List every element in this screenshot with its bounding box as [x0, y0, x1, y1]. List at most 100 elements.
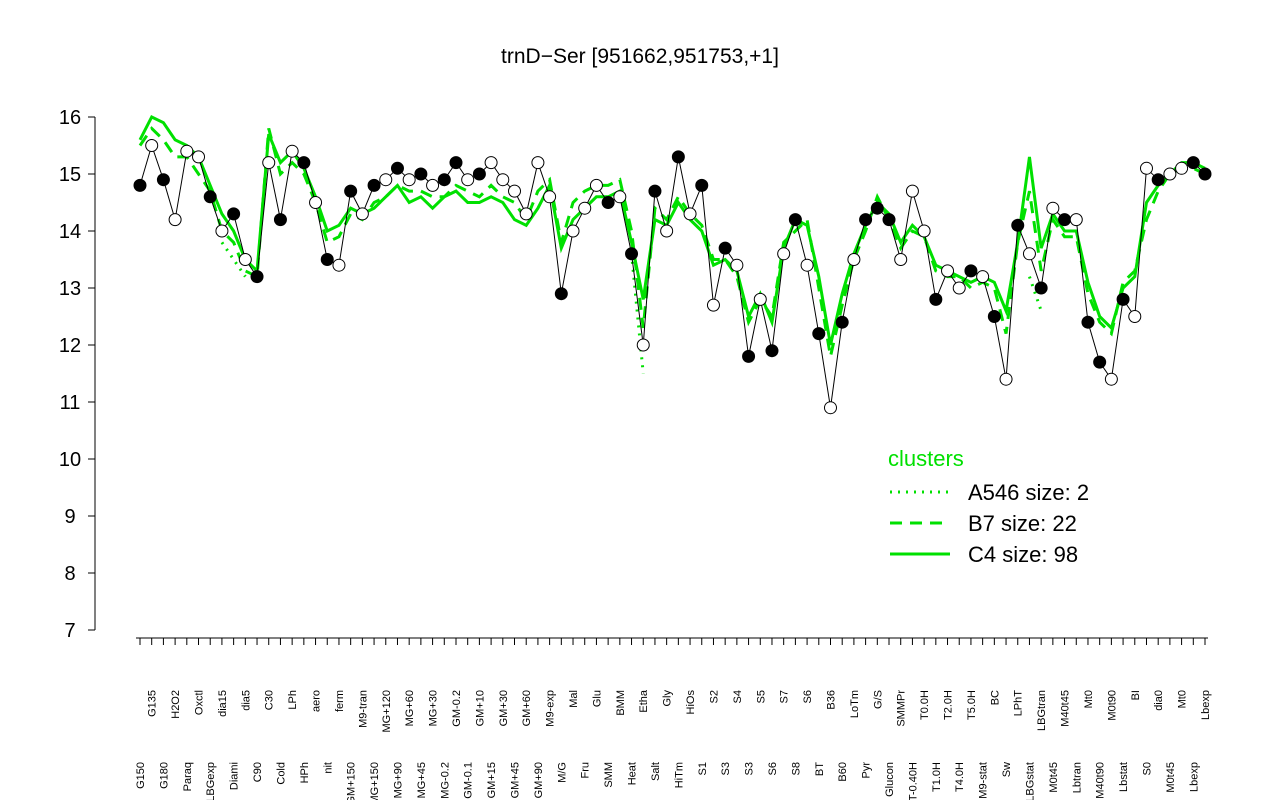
x-tick-label: S5 — [755, 690, 767, 703]
y-tick-label: 15 — [59, 164, 81, 186]
data-point — [765, 344, 779, 358]
x-tick-label: LBGstat — [1024, 762, 1036, 800]
data-point — [625, 247, 639, 261]
data-point — [777, 247, 791, 261]
x-tick-label: S3 — [744, 762, 756, 775]
x-tick-label: GM+45 — [510, 762, 522, 798]
data-point — [1093, 355, 1107, 369]
data-point — [168, 213, 182, 227]
data-point — [1151, 173, 1165, 187]
data-point — [613, 190, 627, 204]
data-point — [519, 207, 533, 221]
data-point — [999, 372, 1013, 386]
legend-label: A546 size: 2 — [968, 480, 1089, 505]
data-point — [929, 292, 943, 306]
x-tick-label: LPh — [287, 690, 299, 710]
data-point — [905, 184, 919, 198]
data-point — [1104, 372, 1118, 386]
x-tick-label: Pyr — [861, 762, 873, 779]
x-tick-label: M9-stat — [978, 762, 990, 799]
y-tick-label: 16 — [59, 107, 81, 129]
x-tick-label: Mt0 — [1083, 690, 1095, 708]
x-tick-label: LPhT — [1013, 690, 1025, 717]
data-point — [203, 190, 217, 204]
x-tick-label: Heat — [627, 762, 639, 785]
x-tick-label: H2O2 — [170, 690, 182, 719]
data-point — [1128, 310, 1142, 323]
x-tick-label: MG+30 — [428, 690, 440, 726]
x-tick-label: HPh — [299, 762, 311, 783]
x-tick-label: T1.0H — [931, 762, 943, 792]
data-point — [145, 139, 159, 152]
data-point — [156, 173, 170, 187]
legend-label: B7 size: 22 — [968, 511, 1077, 536]
data-point — [367, 178, 381, 192]
data-point — [695, 178, 709, 192]
x-tick-label: Mt0 — [1177, 690, 1189, 708]
y-tick-label: 14 — [59, 221, 81, 243]
data-point — [1069, 213, 1083, 227]
data-point — [1175, 161, 1189, 175]
chart-title: trnD−Ser [951662,951753,+1] — [501, 45, 779, 68]
data-point — [742, 349, 756, 363]
data-point — [730, 258, 744, 272]
x-tick-label: M0t45 — [1165, 762, 1177, 793]
x-tick-label: LBGexp — [205, 762, 217, 800]
x-tick-label: GM+150 — [346, 762, 358, 800]
data-point — [344, 184, 358, 198]
x-tick-label: Lbexp — [1188, 762, 1200, 792]
data-point — [437, 173, 451, 187]
data-point — [683, 207, 697, 221]
x-tick-label: B60 — [837, 762, 849, 782]
y-tick-label: 10 — [59, 449, 81, 471]
y-tick-label: 13 — [59, 278, 81, 300]
legend-title: clusters — [888, 446, 964, 471]
x-tick-label: MG+90 — [392, 762, 404, 798]
x-tick-label: MG+60 — [404, 690, 416, 726]
x-tick-label: Cold — [275, 762, 287, 785]
x-tick-label: M40t90 — [1095, 762, 1107, 799]
data-point — [566, 224, 580, 238]
x-tick-label: C30 — [264, 690, 276, 710]
x-tick-label: BMM — [615, 690, 627, 716]
data-point — [578, 201, 592, 215]
data-point — [332, 258, 346, 272]
x-tick-label: G180 — [158, 762, 170, 789]
x-tick-label: GM+10 — [474, 690, 486, 726]
data-point — [402, 173, 416, 187]
x-tick-label: BT — [814, 762, 826, 776]
x-tick-label: GM-0.1 — [463, 762, 475, 799]
x-tick-label: ferm — [334, 690, 346, 712]
x-tick-label: HiTm — [673, 762, 685, 788]
data-point — [309, 196, 323, 209]
data-point — [484, 156, 498, 170]
x-tick-label: G/S — [872, 690, 884, 709]
data-point — [192, 150, 206, 164]
data-point — [285, 144, 299, 158]
x-tick-label: Oxctl — [194, 690, 206, 715]
data-point — [987, 310, 1001, 323]
x-tick-label: MG-0.2 — [439, 762, 451, 799]
x-tick-label: Lbstat — [1118, 762, 1130, 792]
data-point — [870, 201, 884, 215]
data-point — [1198, 167, 1212, 181]
data-point — [297, 156, 311, 170]
x-tick-label: Lbtran — [1071, 762, 1083, 793]
data-point — [859, 213, 873, 227]
data-point — [917, 224, 931, 238]
data-point — [1163, 167, 1177, 181]
x-tick-label: S2 — [708, 690, 720, 703]
data-point — [812, 327, 826, 341]
data-point — [800, 258, 814, 272]
x-tick-label: Lbexp — [1200, 690, 1212, 720]
data-point — [215, 224, 229, 238]
data-point — [508, 184, 522, 198]
x-tick-label: Gly — [662, 690, 674, 707]
data-point — [449, 156, 463, 170]
data-point — [472, 167, 486, 181]
data-point — [718, 241, 732, 255]
data-point — [671, 150, 685, 164]
x-tick-label: M/G — [556, 762, 568, 783]
data-point — [976, 270, 990, 284]
